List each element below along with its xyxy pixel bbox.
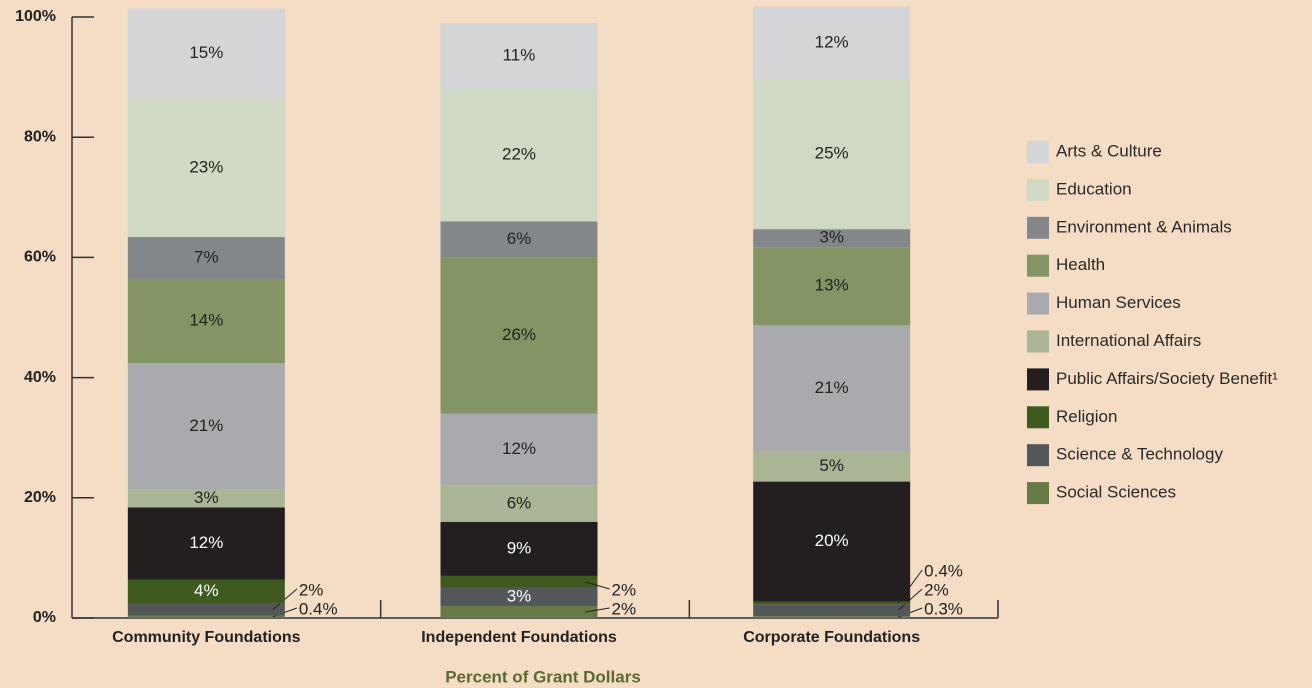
bar-segment bbox=[753, 481, 911, 602]
data-label: 0.4% bbox=[299, 599, 338, 618]
data-label: 6% bbox=[507, 493, 532, 512]
y-tick-label: 100% bbox=[15, 8, 56, 25]
bar-segment bbox=[753, 325, 911, 452]
legend-label: International Affairs bbox=[1056, 331, 1201, 350]
data-label: 3% bbox=[194, 488, 219, 507]
data-label: 2% bbox=[924, 580, 949, 599]
bar-segment bbox=[127, 8, 285, 99]
data-label: 3% bbox=[507, 586, 532, 605]
x-tick-label: Corporate Foundations bbox=[743, 629, 920, 646]
legend-swatch bbox=[1027, 406, 1049, 429]
legend-label: Social Sciences bbox=[1056, 483, 1176, 502]
bar-segment bbox=[440, 605, 598, 618]
bar-segment bbox=[440, 257, 598, 414]
bar-segment bbox=[440, 587, 598, 606]
data-label: 12% bbox=[502, 439, 536, 458]
y-tick-label: 80% bbox=[24, 128, 56, 145]
bar-segment bbox=[440, 521, 598, 576]
bar-segment bbox=[440, 413, 598, 486]
bar-segment bbox=[753, 6, 911, 79]
bar-segment bbox=[753, 616, 911, 618]
data-label: 26% bbox=[502, 325, 536, 344]
legend-label: Human Services bbox=[1056, 293, 1181, 312]
bar-segment bbox=[440, 575, 598, 588]
x-tick-label: Community Foundations bbox=[112, 629, 301, 646]
legend-swatch bbox=[1027, 178, 1049, 201]
bar-segment bbox=[127, 98, 285, 237]
bar-segment bbox=[127, 279, 285, 364]
data-label: 7% bbox=[194, 247, 219, 266]
bar-segment bbox=[127, 236, 285, 280]
legend-label: Arts & Culture bbox=[1056, 141, 1162, 160]
data-label: 3% bbox=[819, 228, 844, 247]
bar-segment bbox=[753, 247, 911, 326]
data-label: 6% bbox=[507, 229, 532, 248]
data-label: 21% bbox=[815, 378, 849, 397]
bar-segment bbox=[440, 221, 598, 258]
data-label: 4% bbox=[194, 581, 219, 600]
y-tick-label: 0% bbox=[33, 609, 56, 626]
bar-segment bbox=[127, 603, 285, 616]
data-label: 2% bbox=[612, 580, 637, 599]
bar-segment bbox=[127, 615, 285, 618]
legend-label: Public Affairs/Society Benefit¹ bbox=[1056, 369, 1278, 388]
data-label: 15% bbox=[189, 43, 223, 62]
bar-segment bbox=[440, 485, 598, 522]
bar-segment bbox=[753, 604, 911, 617]
y-tick-label: 60% bbox=[24, 249, 56, 266]
legend-label: Education bbox=[1056, 179, 1132, 198]
data-label: 13% bbox=[815, 276, 849, 295]
data-label: 11% bbox=[503, 46, 536, 65]
bar-segment bbox=[753, 229, 911, 248]
legend-swatch bbox=[1027, 141, 1049, 163]
label-leader bbox=[585, 581, 610, 590]
data-label: 0.3% bbox=[924, 599, 963, 618]
data-label: 9% bbox=[507, 538, 532, 557]
data-label: 12% bbox=[189, 533, 223, 552]
legend-label: Science & Technology bbox=[1056, 445, 1223, 464]
x-tick-label: Independent Foundations bbox=[421, 629, 617, 646]
legend-swatch bbox=[1027, 482, 1049, 505]
bar-segment bbox=[127, 489, 285, 508]
bar-segment bbox=[753, 601, 911, 605]
data-label: 2% bbox=[612, 599, 637, 618]
bar-segment bbox=[753, 451, 911, 482]
legend-label: Environment & Animals bbox=[1056, 217, 1232, 236]
bar-segment bbox=[127, 507, 285, 580]
bar-segment bbox=[440, 23, 598, 90]
legend-swatch bbox=[1027, 216, 1049, 239]
y-tick-label: 40% bbox=[24, 369, 56, 386]
legend-label: Religion bbox=[1056, 407, 1117, 426]
data-label: 2% bbox=[299, 580, 324, 599]
data-label: 12% bbox=[815, 32, 849, 51]
legend-swatch bbox=[1027, 444, 1049, 467]
data-label: 14% bbox=[189, 311, 223, 330]
label-leader bbox=[585, 607, 610, 613]
bar-segment bbox=[127, 579, 285, 604]
data-label: 25% bbox=[815, 144, 849, 163]
data-label: 20% bbox=[815, 531, 849, 550]
y-tick-label: 20% bbox=[24, 489, 56, 506]
data-label: 21% bbox=[189, 416, 223, 435]
data-label: 5% bbox=[819, 456, 844, 475]
x-axis-title: Percent of Grant Dollars bbox=[445, 667, 641, 686]
bar-segment bbox=[753, 78, 911, 230]
data-label: 23% bbox=[189, 157, 223, 176]
legend-swatch bbox=[1027, 254, 1049, 277]
legend-label: Health bbox=[1056, 255, 1105, 274]
bar-segment bbox=[440, 89, 598, 222]
bar-segment bbox=[127, 363, 285, 490]
legend-swatch bbox=[1027, 330, 1049, 353]
data-label: 0.4% bbox=[924, 561, 963, 580]
legend-swatch bbox=[1027, 292, 1049, 315]
legend-swatch bbox=[1027, 368, 1049, 391]
data-label: 22% bbox=[502, 145, 536, 164]
